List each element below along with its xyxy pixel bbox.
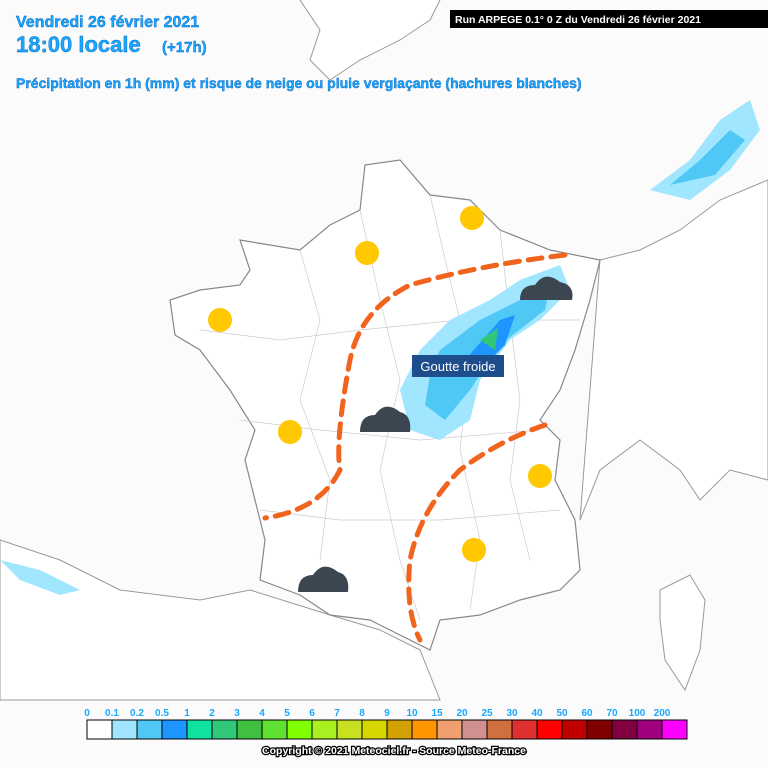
france	[169, 159, 601, 651]
legend-swatch	[561, 719, 588, 740]
legend-label: 3	[234, 708, 240, 719]
legend-swatch	[286, 719, 313, 740]
legend-label: 60	[581, 708, 593, 719]
time: 18:00 locale	[16, 32, 141, 57]
legend-label: 9	[384, 708, 390, 719]
legend-swatch	[636, 719, 663, 740]
legend-label: 0.5	[155, 708, 169, 719]
run-info: Run ARPEGE 0.1° 0 Z du Vendredi 26 févri…	[455, 14, 701, 26]
legend-swatch	[536, 719, 563, 740]
subtitle: Précipitation en 1h (mm) et risque de ne…	[16, 75, 582, 91]
legend-swatch	[486, 719, 513, 740]
cloud-icons	[298, 276, 573, 592]
legend-label: 200	[654, 708, 671, 719]
legend-label: 40	[531, 708, 543, 719]
legend-label: 1	[184, 708, 190, 719]
legend-swatch	[186, 719, 213, 740]
legend-swatch	[461, 719, 488, 740]
legend-swatch	[361, 719, 388, 740]
legend-swatch	[161, 719, 188, 740]
legend-label: 6	[309, 708, 315, 719]
legend-swatch	[611, 719, 638, 740]
legend-swatch	[661, 719, 688, 740]
legend-label: 20	[456, 708, 468, 719]
legend-label: 8	[359, 708, 365, 719]
legend-swatch	[436, 719, 463, 740]
legend-swatch	[411, 719, 438, 740]
legend-label: 15	[431, 708, 443, 719]
coastline	[299, 0, 441, 81]
legend-label: 0.2	[130, 708, 144, 719]
legend-swatch	[511, 719, 538, 740]
legend-swatch	[261, 719, 288, 740]
legend-swatch	[236, 719, 263, 740]
legend-swatch	[136, 719, 163, 740]
legend-label: 100	[629, 708, 646, 719]
legend-swatch	[311, 719, 338, 740]
legend-label: 5	[284, 708, 290, 719]
legend-label: 25	[481, 708, 493, 719]
sun-icons	[208, 206, 552, 562]
legend-swatch	[386, 719, 413, 740]
corsica	[659, 574, 706, 692]
legend-swatch	[211, 719, 238, 740]
legend-label: 4	[259, 708, 265, 719]
legend-label: 7	[334, 708, 340, 719]
legend-swatch	[111, 719, 138, 740]
neighbour-land	[579, 179, 768, 521]
legend: 0 0.1 0.2 0.5 1 2 3 4 5 6 7 8 9 10 15 20 25 30 40 50 60 70 100…	[84, 708, 688, 740]
legend-label: 0	[84, 708, 90, 719]
legend-label: 30	[506, 708, 518, 719]
offset: (+17h)	[162, 39, 207, 56]
precipitation	[0, 100, 760, 595]
legend-label: 10	[406, 708, 418, 719]
copyright: Copyright © 2021 Meteociel.fr - Source M…	[262, 745, 526, 757]
legend-swatch	[336, 719, 363, 740]
legend-swatch	[586, 719, 613, 740]
legend-swatch	[86, 719, 113, 740]
legend-label: 0.1	[105, 708, 119, 719]
legend-label: 70	[606, 708, 618, 719]
date: Vendredi 26 février 2021	[16, 14, 199, 31]
annotation-box	[412, 355, 504, 377]
trough-lines	[262, 252, 568, 643]
annotation: Goutte froide	[420, 359, 495, 374]
legend-label: 2	[209, 708, 215, 719]
run-box	[450, 10, 768, 28]
legend-label: 50	[556, 708, 568, 719]
